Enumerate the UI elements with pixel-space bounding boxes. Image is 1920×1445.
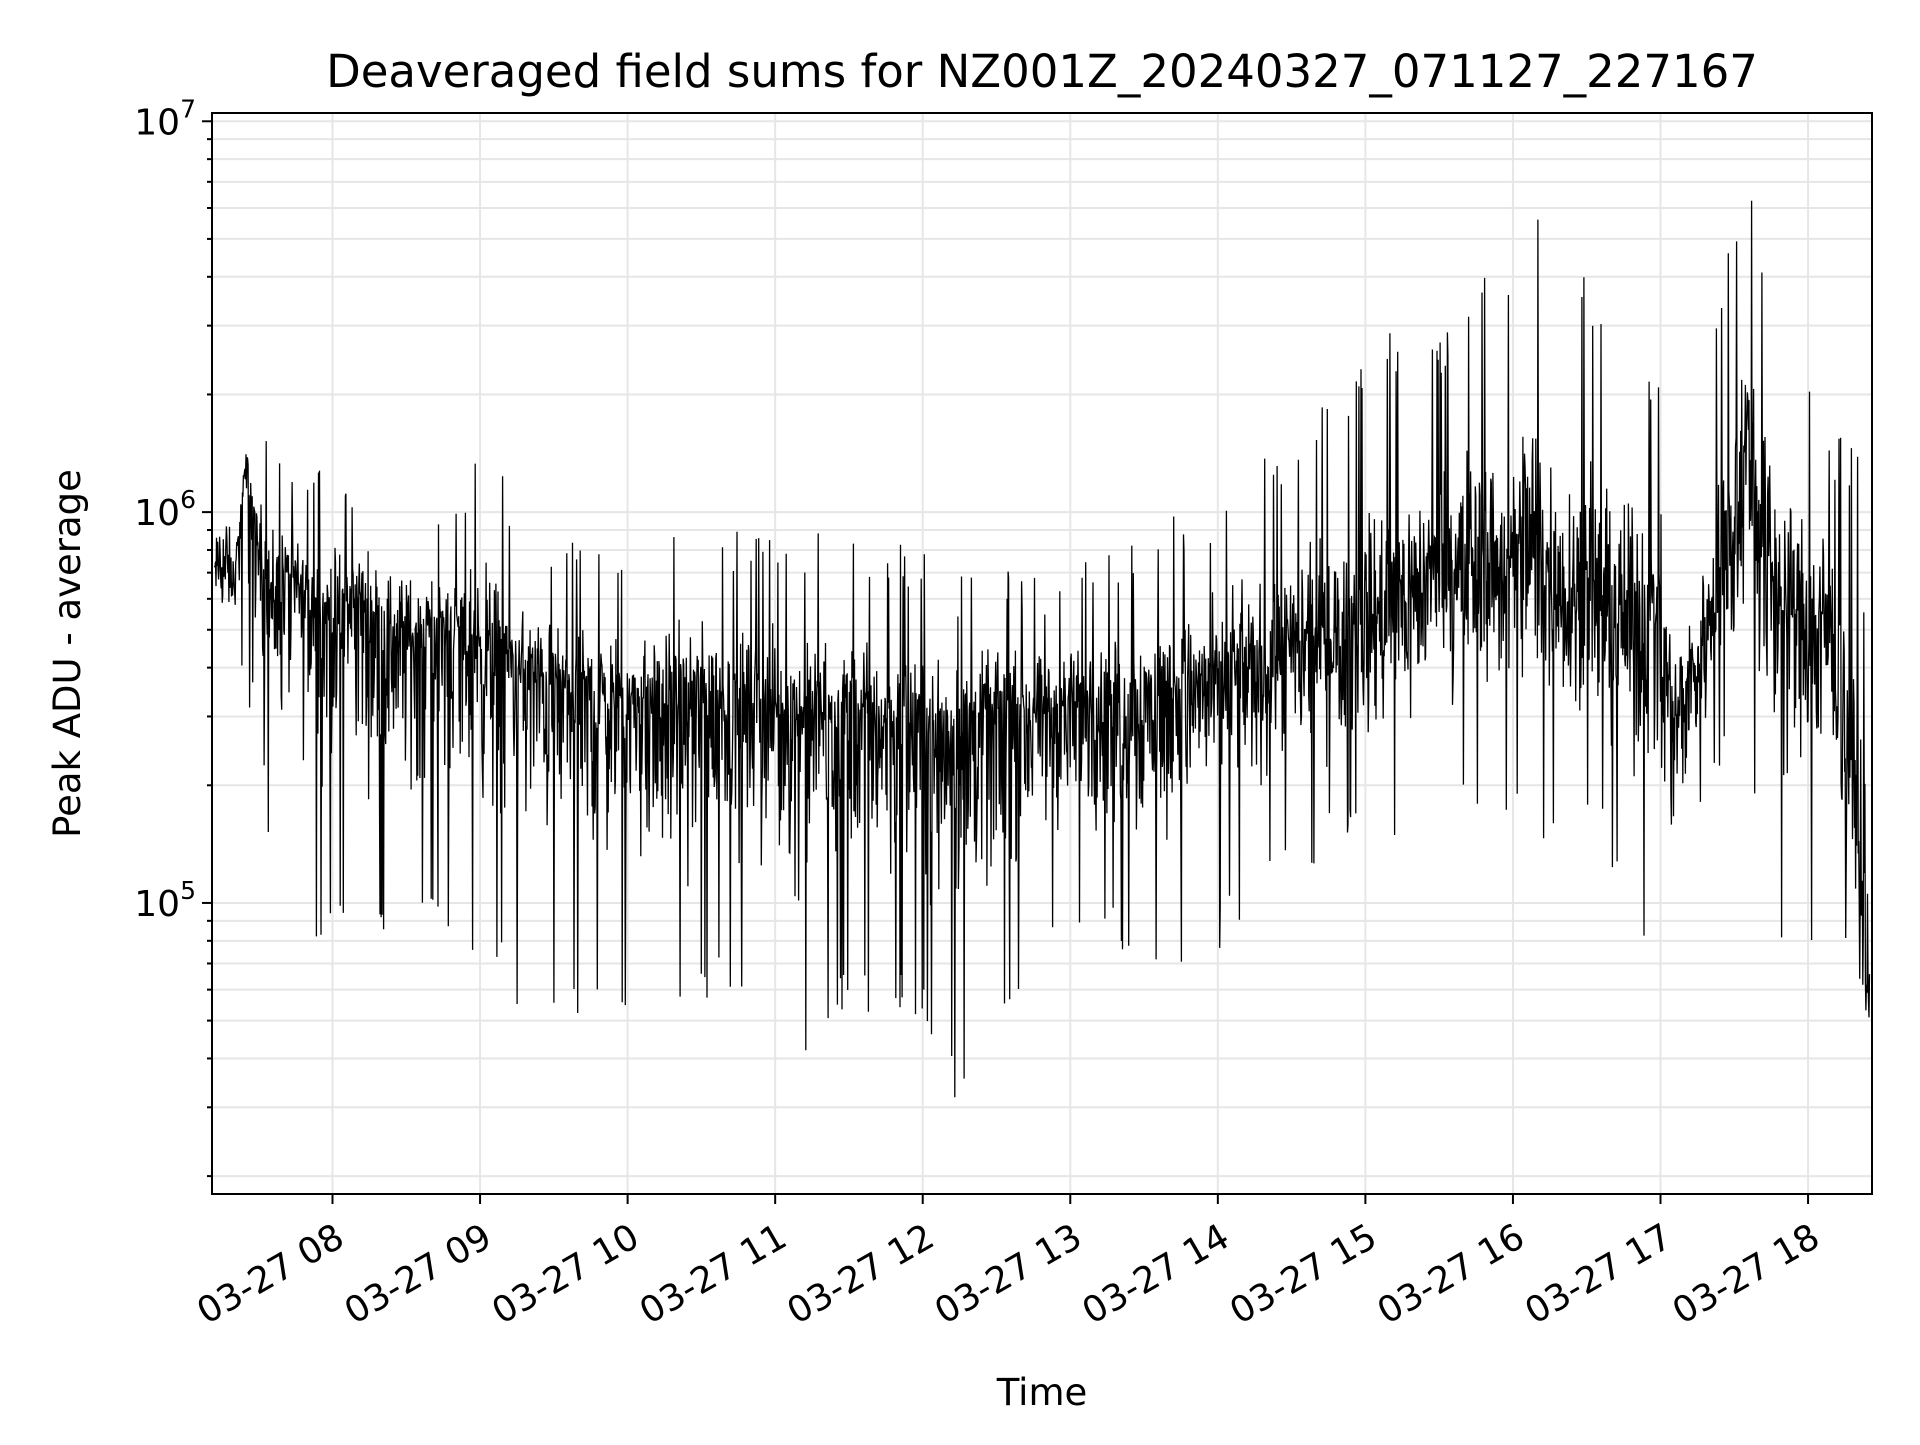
y-tick-base: 10 xyxy=(134,884,180,925)
y-tick-base: 10 xyxy=(134,102,180,143)
x-axis-label: Time xyxy=(996,1371,1088,1414)
y-tick-exponent: 5 xyxy=(180,876,196,905)
y-axis-label: Peak ADU - average xyxy=(46,469,89,838)
y-tick-exponent: 7 xyxy=(180,94,196,123)
y-tick-exponent: 6 xyxy=(180,485,196,514)
chart-title: Deaveraged field sums for NZ001Z_2024032… xyxy=(326,45,1758,98)
y-tick-base: 10 xyxy=(134,493,180,534)
